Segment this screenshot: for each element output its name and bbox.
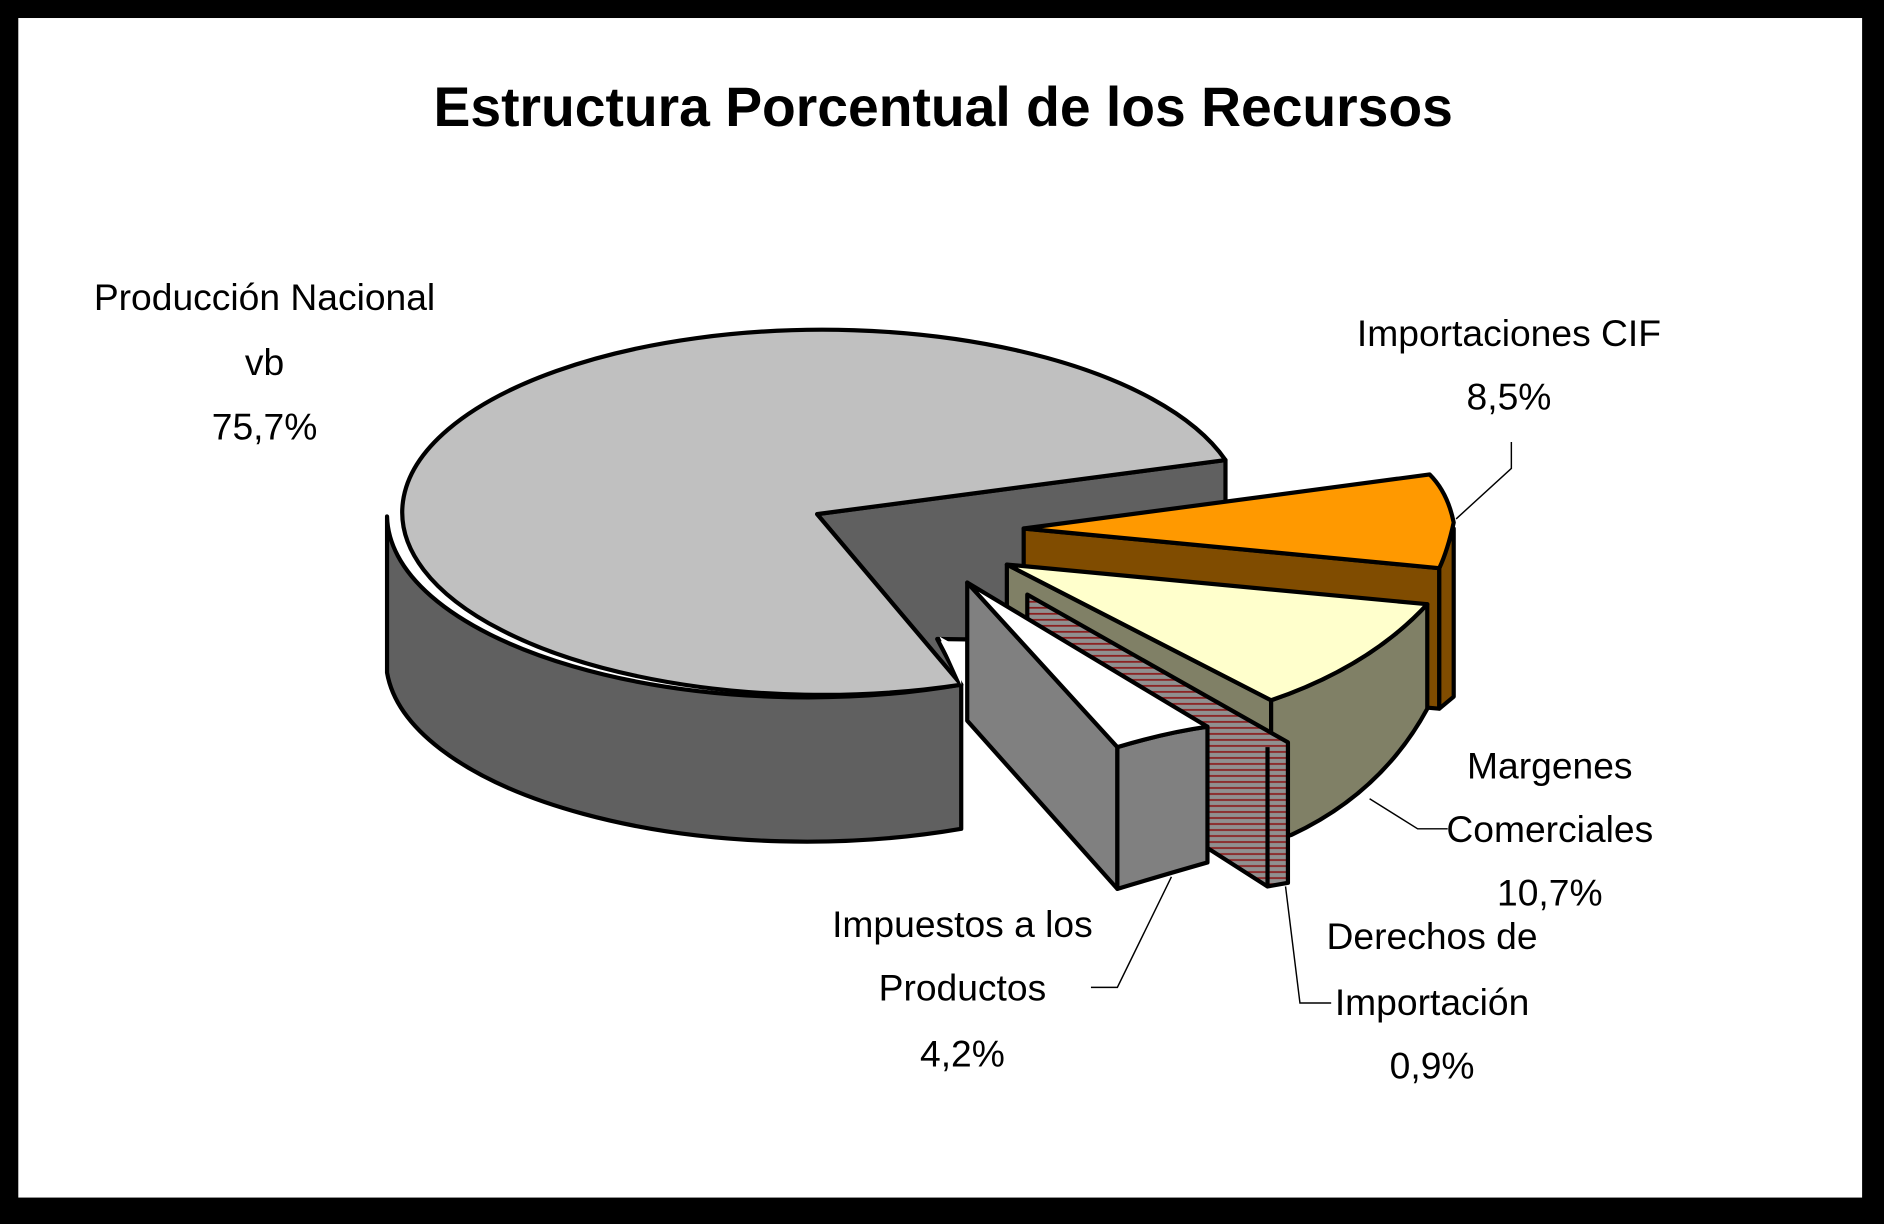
svg-text:Importación: Importación — [1335, 981, 1529, 1023]
svg-text:Margenes: Margenes — [1467, 744, 1633, 786]
leader-line-impuestos — [1090, 876, 1173, 989]
data-label-importaciones-cif: Importaciones CIF 8,5% — [1357, 312, 1661, 418]
slice-top — [1021, 472, 1456, 571]
leader-line-margenes — [1369, 798, 1448, 830]
svg-text:4,2%: 4,2% — [920, 1033, 1005, 1075]
data-label-derechos-importacion: Derechos de Importación 0,9% — [1327, 915, 1538, 1087]
slice-impuestos-productos — [965, 580, 1210, 891]
data-label-produccion-nacional: Producción Nacional vb 75,7% — [94, 276, 435, 448]
data-label-margenes-comerciales: Margenes Comerciales 10,7% — [1446, 744, 1653, 913]
chart-title: Estructura Porcentual de los Recursos — [434, 76, 1453, 138]
leader-line-importaciones — [1455, 442, 1513, 520]
svg-text:Comerciales: Comerciales — [1446, 808, 1653, 850]
leader-line-derechos — [1284, 886, 1332, 1004]
svg-text:Producción Nacional: Producción Nacional — [94, 276, 435, 318]
svg-text:Importaciones CIF: Importaciones CIF — [1357, 312, 1661, 354]
data-label-impuestos-productos: Impuestos a los Productos 4,2% — [832, 903, 1093, 1075]
slice-top — [1004, 562, 1430, 703]
svg-text:8,5%: 8,5% — [1467, 376, 1552, 418]
slice-top — [965, 580, 1210, 750]
svg-text:0,9%: 0,9% — [1390, 1045, 1475, 1087]
svg-text:75,7%: 75,7% — [212, 406, 318, 448]
svg-text:10,7%: 10,7% — [1497, 872, 1603, 914]
svg-text:vb: vb — [245, 341, 284, 383]
svg-text:Productos: Productos — [879, 967, 1047, 1009]
slice-side — [384, 514, 964, 844]
slice-top — [400, 327, 1228, 697]
slice-rim — [1115, 724, 1210, 891]
svg-text:Impuestos a los: Impuestos a los — [832, 903, 1093, 945]
svg-text:Derechos de: Derechos de — [1327, 915, 1538, 957]
